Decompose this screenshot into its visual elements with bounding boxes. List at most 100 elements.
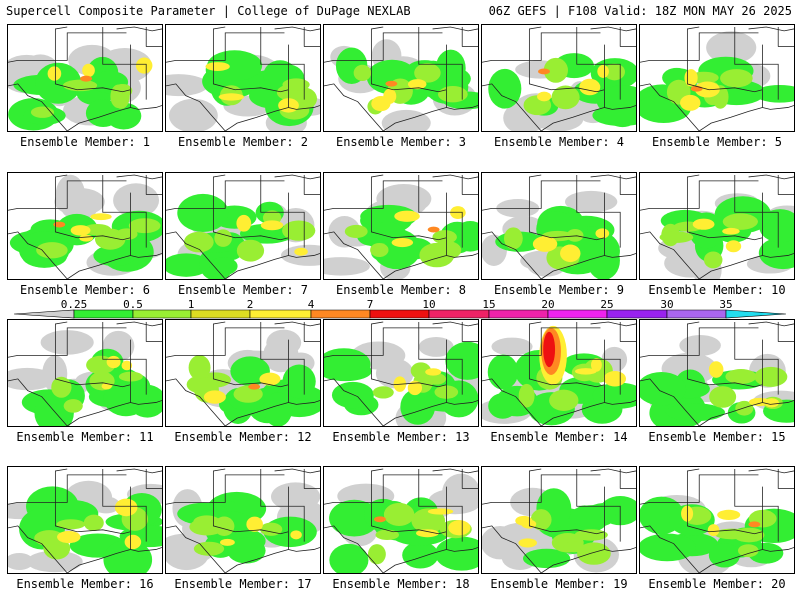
state-borders xyxy=(8,321,162,426)
scp-field xyxy=(166,50,320,131)
scp-field xyxy=(488,53,636,131)
panel-caption: Ensemble Member: 4 xyxy=(493,135,625,149)
scp-field xyxy=(329,473,478,573)
colorbar-tick-label: 0.25 xyxy=(60,298,88,311)
colorbar-tick-label: 2 xyxy=(246,298,254,311)
map-canvas xyxy=(324,174,478,279)
scp-field xyxy=(324,184,478,279)
state-borders xyxy=(166,26,320,131)
ensemble-map-panel xyxy=(323,24,479,132)
state-borders xyxy=(8,26,162,131)
panel-caption: Ensemble Member: 7 xyxy=(177,283,309,297)
map-canvas xyxy=(166,468,320,573)
state-borders xyxy=(166,174,320,279)
panel-caption: Ensemble Member: 19 xyxy=(490,577,628,591)
state-borders xyxy=(482,468,636,573)
state-borders xyxy=(166,468,320,573)
ensemble-map-panel xyxy=(165,172,321,280)
state-borders xyxy=(482,26,636,131)
state-borders xyxy=(324,321,478,426)
panel-caption: Ensemble Member: 15 xyxy=(648,430,786,444)
ensemble-map-panel xyxy=(323,172,479,280)
colorbar-segment xyxy=(606,309,668,319)
scp-field xyxy=(658,193,794,279)
colorbar-segment xyxy=(249,309,312,319)
panel-caption: Ensemble Member: 6 xyxy=(19,283,151,297)
ensemble-map-panel xyxy=(481,319,637,427)
colorbar-segment xyxy=(132,309,192,319)
state-borders xyxy=(324,174,478,279)
scp-field xyxy=(166,193,320,279)
state-borders xyxy=(324,468,478,573)
map-canvas xyxy=(482,174,636,279)
colorbar-segment xyxy=(725,309,787,319)
scp-field xyxy=(330,39,478,131)
panel-caption: Ensemble Member: 10 xyxy=(648,283,786,297)
panel-caption: Ensemble Member: 5 xyxy=(651,135,783,149)
panel-caption: Ensemble Member: 14 xyxy=(490,430,628,444)
colorbar-tick-label: 0.5 xyxy=(123,298,143,311)
scp-field xyxy=(8,330,162,426)
panel-caption: Ensemble Member: 12 xyxy=(174,430,312,444)
colorbar-segment xyxy=(666,309,727,319)
colorbar-tick-label: 35 xyxy=(719,298,733,311)
map-canvas xyxy=(324,321,478,426)
map-canvas xyxy=(166,174,320,279)
map-canvas xyxy=(640,468,794,573)
panel-caption: Ensemble Member: 18 xyxy=(332,577,470,591)
scp-field xyxy=(640,494,794,573)
ensemble-map-panel xyxy=(165,24,321,132)
scp-field xyxy=(640,31,794,124)
scp-field xyxy=(482,190,620,279)
colorbar-tick-label: 4 xyxy=(307,298,315,311)
run-info: 06Z GEFS | F108 Valid: 18Z MON MAY 26 20… xyxy=(488,4,792,18)
panel-caption: Ensemble Member: 17 xyxy=(174,577,312,591)
ensemble-map-panel xyxy=(639,319,795,427)
ensemble-map-panel xyxy=(7,172,163,280)
ensemble-map-panel xyxy=(7,319,163,427)
scp-field xyxy=(8,480,162,573)
map-canvas xyxy=(166,321,320,426)
colorbar-segment xyxy=(369,309,430,319)
state-borders xyxy=(640,468,794,573)
colorbar-segment xyxy=(488,309,549,319)
map-canvas xyxy=(482,468,636,573)
state-borders xyxy=(640,26,794,131)
map-canvas xyxy=(8,321,162,426)
colorbar-tick-label: 15 xyxy=(482,298,496,311)
ensemble-map-panel xyxy=(323,319,479,427)
panel-caption: Ensemble Member: 8 xyxy=(335,283,467,297)
ensemble-map-panel xyxy=(481,24,637,132)
ensemble-map-panel xyxy=(639,466,795,574)
colorbar-tick-label: 1 xyxy=(187,298,195,311)
ensemble-map-panel xyxy=(7,24,163,132)
map-canvas xyxy=(640,174,794,279)
map-canvas xyxy=(166,26,320,131)
state-borders xyxy=(166,321,320,426)
state-borders xyxy=(482,321,636,426)
scp-field xyxy=(482,487,636,573)
panel-caption: Ensemble Member: 16 xyxy=(16,577,154,591)
state-borders xyxy=(8,174,162,279)
map-canvas xyxy=(8,468,162,573)
ensemble-map-panel xyxy=(165,466,321,574)
colorbar-segment xyxy=(13,309,75,319)
colorbar-tick-label: 30 xyxy=(660,298,674,311)
panel-caption: Ensemble Member: 13 xyxy=(332,430,470,444)
scp-field xyxy=(482,325,636,426)
panel-caption: Ensemble Member: 1 xyxy=(19,135,151,149)
map-canvas xyxy=(482,26,636,131)
map-canvas xyxy=(8,174,162,279)
panel-caption: Ensemble Member: 9 xyxy=(493,283,625,297)
map-canvas xyxy=(324,468,478,573)
map-canvas xyxy=(324,26,478,131)
scp-field xyxy=(324,337,478,426)
ensemble-map-panel xyxy=(323,466,479,574)
state-borders xyxy=(640,321,794,426)
ensemble-map-panel xyxy=(7,466,163,574)
ensemble-map-panel xyxy=(639,24,795,132)
map-canvas xyxy=(482,321,636,426)
state-borders xyxy=(324,26,478,131)
colorbar-tick-label: 10 xyxy=(422,298,436,311)
map-canvas xyxy=(640,26,794,131)
